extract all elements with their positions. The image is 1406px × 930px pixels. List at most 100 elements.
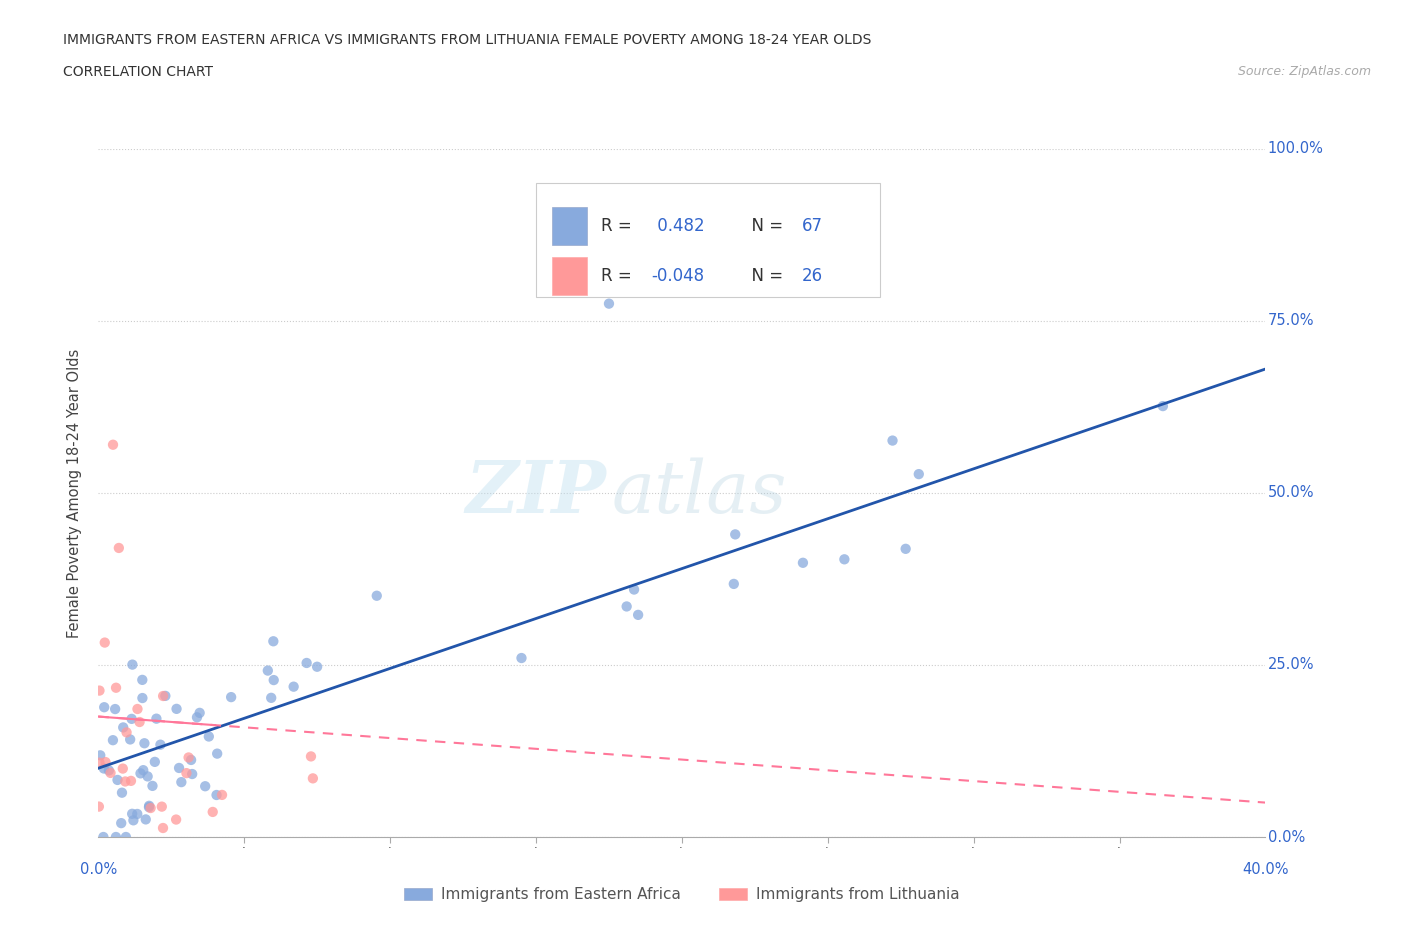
- Text: atlas: atlas: [612, 458, 787, 528]
- Text: IMMIGRANTS FROM EASTERN AFRICA VS IMMIGRANTS FROM LITHUANIA FEMALE POVERTY AMONG: IMMIGRANTS FROM EASTERN AFRICA VS IMMIGR…: [63, 33, 872, 46]
- Text: Source: ZipAtlas.com: Source: ZipAtlas.com: [1237, 65, 1371, 78]
- Point: [262, 634, 284, 649]
- Point: [176, 765, 198, 780]
- Point: [89, 755, 111, 770]
- Point: [121, 806, 143, 821]
- Point: [170, 775, 193, 790]
- Text: N =: N =: [741, 267, 789, 286]
- Point: [121, 658, 143, 672]
- Point: [307, 659, 329, 674]
- Point: [166, 701, 188, 716]
- Point: [132, 763, 155, 777]
- Text: 26: 26: [801, 267, 824, 286]
- Point: [93, 635, 115, 650]
- Text: 0.482: 0.482: [651, 218, 704, 235]
- Point: [93, 830, 115, 844]
- Point: [510, 651, 533, 666]
- Point: [155, 688, 177, 703]
- Text: 0.0%: 0.0%: [80, 862, 117, 877]
- Text: 0.0%: 0.0%: [1268, 830, 1305, 844]
- Point: [194, 778, 217, 793]
- Point: [907, 467, 929, 482]
- Text: 67: 67: [801, 218, 823, 235]
- Point: [299, 749, 322, 764]
- Point: [724, 527, 747, 542]
- Point: [128, 714, 150, 729]
- Text: 40.0%: 40.0%: [1241, 862, 1289, 877]
- Point: [1152, 399, 1174, 414]
- Point: [101, 437, 124, 452]
- Point: [94, 754, 117, 769]
- Point: [97, 763, 120, 777]
- Point: [177, 750, 200, 764]
- Point: [598, 297, 620, 312]
- Point: [723, 577, 745, 591]
- Point: [105, 681, 128, 696]
- Bar: [553, 207, 588, 246]
- Point: [131, 691, 153, 706]
- Text: 100.0%: 100.0%: [1268, 141, 1323, 156]
- Text: 75.0%: 75.0%: [1268, 313, 1315, 328]
- Text: CORRELATION CHART: CORRELATION CHART: [63, 65, 214, 79]
- Text: R =: R =: [602, 218, 637, 235]
- Point: [104, 830, 127, 844]
- Point: [115, 830, 138, 844]
- Text: R =: R =: [602, 267, 637, 286]
- Point: [135, 812, 157, 827]
- Point: [115, 724, 138, 739]
- Point: [198, 729, 221, 744]
- Point: [211, 788, 233, 803]
- Point: [136, 769, 159, 784]
- Text: 25.0%: 25.0%: [1268, 658, 1315, 672]
- Point: [150, 799, 173, 814]
- Point: [302, 771, 325, 786]
- Point: [366, 589, 388, 604]
- Point: [882, 433, 904, 448]
- Point: [120, 774, 142, 789]
- Point: [112, 720, 135, 735]
- Point: [138, 798, 160, 813]
- Point: [107, 773, 129, 788]
- Point: [616, 599, 638, 614]
- Point: [127, 701, 149, 716]
- Point: [127, 806, 149, 821]
- Point: [101, 733, 124, 748]
- Point: [134, 736, 156, 751]
- Point: [138, 800, 160, 815]
- Point: [540, 234, 562, 249]
- Point: [108, 540, 131, 555]
- Point: [89, 684, 111, 698]
- Text: 50.0%: 50.0%: [1268, 485, 1315, 500]
- Point: [167, 761, 190, 776]
- Point: [623, 582, 645, 597]
- Point: [149, 737, 172, 752]
- Point: [93, 761, 115, 776]
- Point: [100, 765, 122, 780]
- Point: [260, 690, 283, 705]
- Point: [141, 778, 163, 793]
- Point: [114, 774, 136, 789]
- Point: [219, 690, 242, 705]
- Point: [201, 804, 224, 819]
- Text: ZIP: ZIP: [465, 458, 606, 528]
- Point: [263, 672, 285, 687]
- Point: [894, 541, 917, 556]
- Point: [121, 711, 143, 726]
- Legend: Immigrants from Eastern Africa, Immigrants from Lithuania: Immigrants from Eastern Africa, Immigran…: [398, 882, 966, 909]
- Point: [205, 746, 228, 761]
- Point: [256, 663, 278, 678]
- Point: [792, 555, 814, 570]
- Point: [627, 607, 650, 622]
- Point: [89, 748, 111, 763]
- Point: [93, 699, 115, 714]
- Point: [139, 801, 162, 816]
- Point: [205, 788, 228, 803]
- Point: [104, 701, 127, 716]
- Point: [131, 672, 153, 687]
- Point: [129, 766, 152, 781]
- FancyBboxPatch shape: [536, 183, 880, 297]
- Point: [122, 813, 145, 828]
- Point: [165, 812, 187, 827]
- Point: [111, 761, 134, 776]
- Point: [181, 766, 204, 781]
